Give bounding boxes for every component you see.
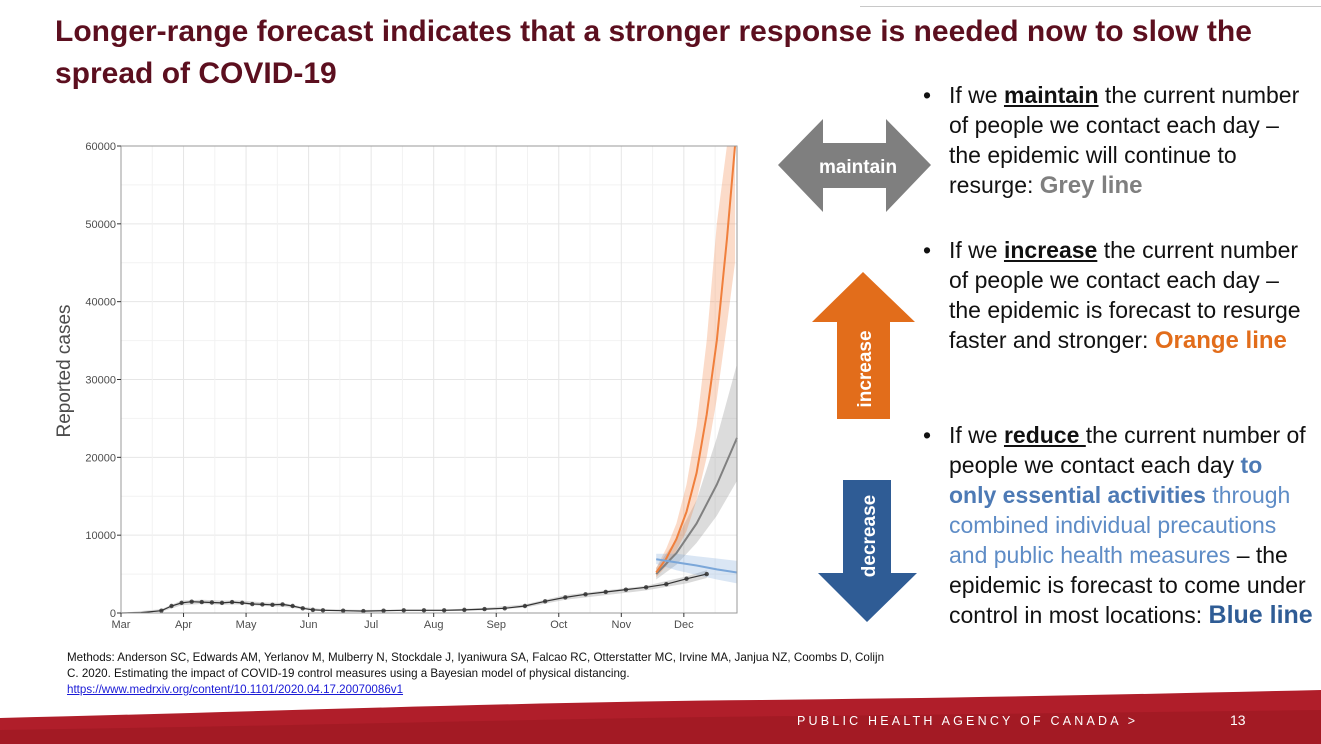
- observed-point: [260, 602, 265, 607]
- x-tick-label: Apr: [175, 619, 192, 631]
- observed-point: [169, 603, 174, 609]
- y-tick-label: 10000: [85, 530, 116, 542]
- increase-line: [655, 145, 736, 574]
- maintain-arrow-shape: [778, 119, 931, 212]
- top-rule: [860, 6, 1321, 7]
- maintain-line: [655, 437, 738, 575]
- bullet-maintain: • If we maintain the current number of p…: [923, 82, 1300, 199]
- observed-point: [189, 599, 194, 604]
- maintain-band: [656, 363, 737, 580]
- axis-layer: 0 10000 20000 30000 40000 50000 60000 Mar Apr May…: [85, 141, 738, 631]
- increase-arrow: increase: [812, 272, 915, 419]
- y-tick-label: 40000: [85, 297, 116, 309]
- increase-band: [656, 146, 735, 578]
- keyword-reduce: reduce: [1003, 422, 1086, 448]
- x-tick-label: Jul: [364, 619, 378, 631]
- decrease-arrow-shape: [818, 480, 917, 622]
- observed-point: [542, 599, 548, 604]
- observed-point: [229, 599, 235, 605]
- observed-point: [664, 582, 669, 587]
- observed-point: [219, 600, 225, 606]
- observed-point: [421, 608, 427, 613]
- y-tick-label: 20000: [85, 452, 116, 464]
- observed-point: [179, 600, 184, 606]
- observed-point: [270, 602, 275, 608]
- x-tick-label: Nov: [612, 619, 632, 631]
- observed-point: [502, 606, 507, 611]
- observed-point: [361, 608, 366, 614]
- y-tick-label: 60000: [85, 141, 116, 153]
- bullet-reduce: • If we reduce the current number of peo…: [923, 422, 1313, 629]
- decrease-line: [656, 558, 738, 574]
- x-tick-label: Aug: [424, 619, 444, 631]
- y-tick-label: 0: [110, 608, 116, 620]
- observed-point: [290, 603, 295, 609]
- observed-point: [239, 600, 245, 606]
- footer-band-highlight: [0, 710, 1321, 744]
- decrease-arrow: decrease: [818, 480, 917, 622]
- x-tick-label: May: [236, 619, 257, 631]
- observed-point: [159, 608, 164, 613]
- observed-point: [199, 599, 204, 605]
- decrease-band: [656, 553, 737, 584]
- x-tick-label: Dec: [674, 619, 694, 631]
- increase-arrow-label: increase: [855, 330, 876, 407]
- observed-point: [603, 589, 608, 595]
- methods-citation: Methods: Anderson SC, Edwards AM, Yerlan…: [67, 650, 897, 698]
- citation-text: Methods: Anderson SC, Edwards AM, Yerlan…: [67, 651, 885, 680]
- observed-point: [401, 608, 406, 613]
- page-number: 13: [1230, 712, 1246, 728]
- observed-point: [704, 571, 709, 577]
- orange-line-label: Orange line: [1154, 327, 1287, 354]
- observed-point: [482, 606, 487, 612]
- observed-point: [441, 608, 447, 613]
- keyword-maintain: maintain: [1003, 82, 1099, 108]
- observed-point: [320, 608, 326, 613]
- observed-point: [310, 607, 316, 613]
- footer-agency: PUBLIC HEALTH AGENCY OF CANADA >: [797, 714, 1139, 728]
- essential-activities-text: to only essential activities: [949, 452, 1263, 508]
- observed-point: [381, 608, 386, 613]
- observed-point: [300, 606, 305, 611]
- x-tick-label: Mar: [112, 619, 131, 631]
- observed-point: [462, 607, 467, 613]
- observed-point: [250, 601, 255, 607]
- grey-line-label: Grey line: [1039, 172, 1143, 199]
- maintain-arrow-label: maintain: [819, 157, 897, 178]
- slide-title: Longer-range forecast indicates that a s…: [55, 15, 1252, 90]
- bullet-increase: • If we increase the current number of p…: [923, 237, 1301, 354]
- observed-point: [522, 603, 528, 609]
- blue-line-label: Blue line: [1208, 601, 1313, 629]
- keyword-increase: increase: [1003, 237, 1098, 263]
- x-tick-label: Sep: [486, 619, 506, 631]
- increase-arrow-shape: [812, 272, 915, 419]
- point-layer: [159, 571, 709, 614]
- observed-point: [623, 587, 629, 592]
- y-tick-label: 50000: [85, 219, 116, 231]
- observed-point: [583, 592, 588, 597]
- x-tick-label: Oct: [550, 619, 567, 631]
- y-axis-label: Reported cases: [54, 304, 75, 437]
- forecast-chart: 0 10000 20000 30000 40000 50000 60000 Mar Apr May…: [54, 141, 738, 631]
- band-layer: [121, 146, 737, 613]
- y-tick-label: 30000: [85, 375, 116, 387]
- x-tick-label: Jun: [300, 619, 318, 631]
- observed-point: [563, 595, 568, 600]
- observed-point: [280, 602, 285, 607]
- decrease-arrow-label: decrease: [859, 495, 880, 577]
- observed-point: [209, 600, 215, 605]
- observed-point: [340, 608, 346, 613]
- observed-point: [684, 576, 689, 581]
- maintain-arrow: maintain: [778, 119, 931, 212]
- observed-point: [643, 585, 649, 590]
- citation-link[interactable]: https://www.medrxiv.org/content/10.1101/…: [67, 683, 404, 696]
